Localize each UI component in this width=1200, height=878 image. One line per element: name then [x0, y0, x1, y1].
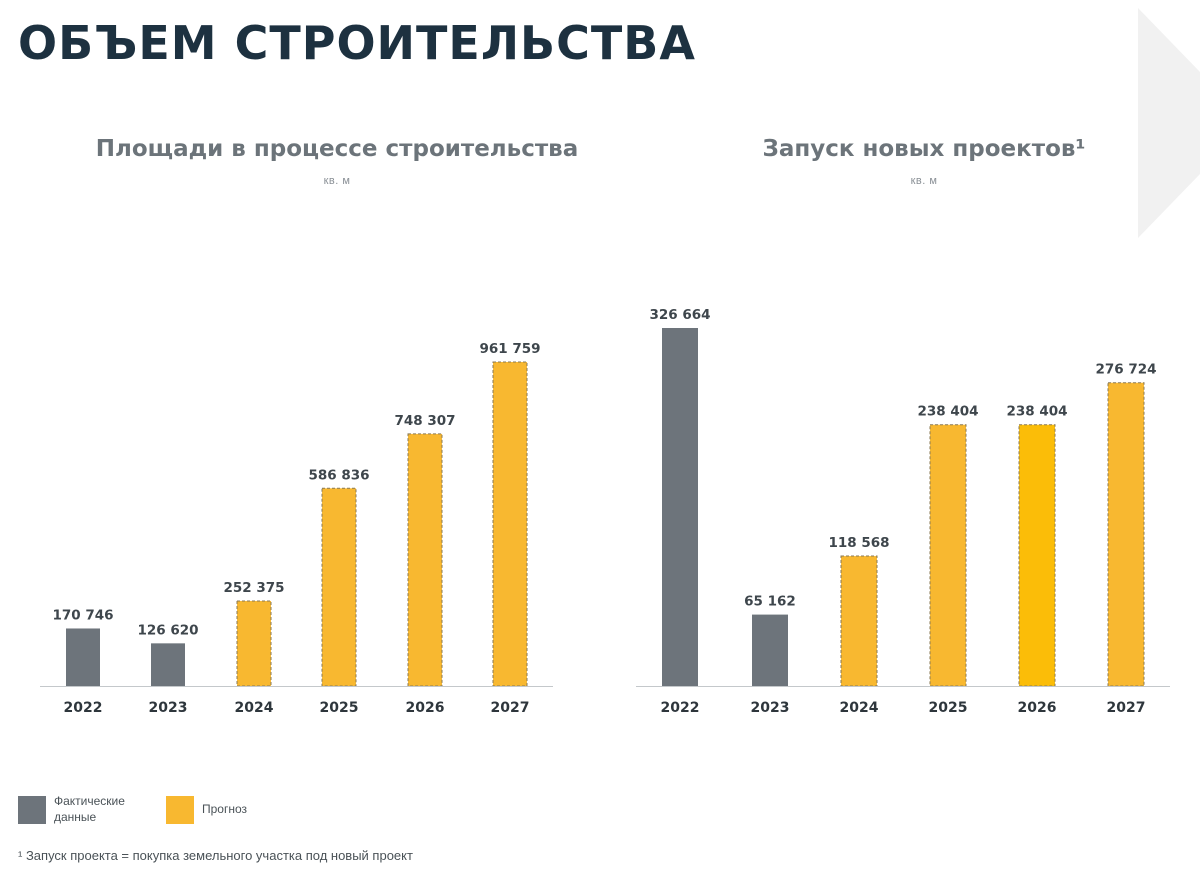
value-label-2027: 961 759	[479, 341, 540, 357]
bar-2022	[66, 628, 100, 686]
tick-label-2023: 2023	[751, 700, 790, 716]
value-label-2022: 326 664	[649, 307, 710, 323]
chart-1-unit: кв. м	[323, 175, 351, 187]
bar-2023	[151, 643, 185, 686]
value-label-2024: 252 375	[223, 580, 284, 596]
legend: Фактические данные Прогноз	[18, 794, 314, 825]
chart-1-title: Площади в процессе строительства	[95, 136, 579, 162]
legend-item-forecast: Прогноз	[166, 795, 292, 824]
value-label-2027: 276 724	[1095, 362, 1156, 378]
bar-2024	[236, 600, 272, 687]
tick-label-2022: 2022	[661, 700, 700, 716]
legend-swatch-forecast	[166, 795, 194, 824]
legend-item-actual: Фактические данные	[18, 794, 144, 825]
bar-2022	[662, 328, 698, 686]
value-label-2025: 586 836	[308, 467, 369, 483]
bar-2026	[1018, 424, 1056, 687]
tick-label-2026: 2026	[1018, 700, 1057, 716]
tick-label-2027: 2027	[491, 700, 530, 716]
value-label-2025: 238 404	[917, 404, 978, 420]
legend-label-forecast: Прогноз	[202, 801, 248, 816]
tick-label-2023: 2023	[149, 700, 188, 716]
tick-label-2024: 2024	[840, 700, 879, 716]
bar-2025	[321, 487, 357, 687]
tick-label-2025: 2025	[320, 700, 359, 716]
tick-label-2027: 2027	[1107, 700, 1146, 716]
value-label-2024: 118 568	[828, 535, 889, 551]
value-label-2026: 748 307	[394, 413, 455, 429]
bar-2024	[840, 555, 878, 687]
bar-2027	[492, 361, 528, 687]
footnote: ¹ Запуск проекта = покупка земельного уч…	[18, 848, 413, 863]
value-label-2023: 126 620	[137, 622, 198, 638]
tick-label-2024: 2024	[235, 700, 274, 716]
bar-2025	[929, 424, 967, 687]
page-title: ОБЪЕМ СТРОИТЕЛЬСТВА	[18, 16, 696, 70]
bar-2026	[407, 433, 443, 687]
value-label-2023: 65 162	[744, 594, 796, 610]
legend-label-actual: Фактические данные	[54, 794, 125, 824]
tick-label-2022: 2022	[64, 700, 103, 716]
chart-2-title: Запуск новых проектов¹	[762, 136, 1086, 162]
value-label-2026: 238 404	[1006, 404, 1067, 420]
chart-2-unit: кв. м	[910, 175, 938, 187]
tick-label-2025: 2025	[929, 700, 968, 716]
value-label-2022: 170 746	[52, 607, 113, 623]
bar-2023	[752, 614, 788, 686]
bar-2027	[1107, 382, 1145, 687]
corner-arrow-decoration	[1138, 8, 1200, 238]
legend-swatch-actual	[18, 795, 46, 824]
tick-label-2026: 2026	[406, 700, 445, 716]
